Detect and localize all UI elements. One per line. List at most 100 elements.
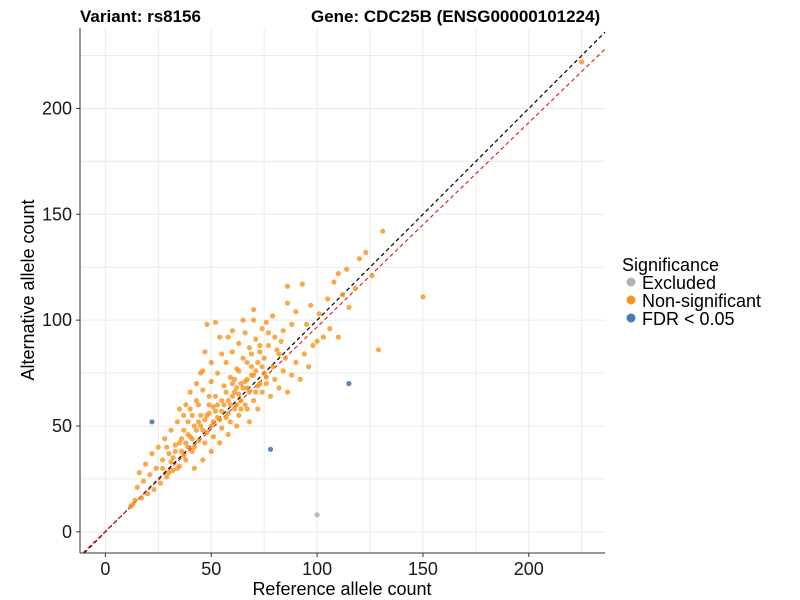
point-non-significant bbox=[221, 383, 227, 389]
point-non-significant bbox=[210, 419, 216, 425]
point-non-significant bbox=[259, 389, 265, 395]
point-non-significant bbox=[293, 309, 299, 315]
point-non-significant bbox=[160, 457, 166, 463]
point-non-significant bbox=[240, 355, 246, 361]
point-non-significant bbox=[195, 419, 202, 425]
point-non-significant bbox=[215, 402, 221, 408]
point-non-significant bbox=[168, 459, 174, 465]
point-non-significant bbox=[195, 438, 202, 444]
point-non-significant bbox=[306, 364, 312, 370]
point-non-significant bbox=[261, 370, 267, 376]
point-non-significant bbox=[166, 470, 172, 476]
point-non-significant bbox=[240, 385, 246, 391]
point-non-significant bbox=[238, 406, 244, 412]
point-non-significant bbox=[225, 398, 231, 404]
point-non-significant bbox=[248, 364, 255, 370]
point-non-significant bbox=[187, 389, 193, 395]
point-non-significant bbox=[136, 470, 142, 476]
point-fdr-0-05 bbox=[267, 446, 274, 452]
point-non-significant bbox=[185, 444, 191, 450]
point-non-significant bbox=[229, 393, 235, 399]
point-non-significant bbox=[234, 423, 240, 429]
point-non-significant bbox=[221, 402, 227, 408]
point-non-significant bbox=[193, 398, 199, 404]
point-non-significant bbox=[212, 408, 219, 414]
point-non-significant bbox=[164, 474, 170, 480]
point-non-significant bbox=[284, 389, 291, 395]
x-tick-label: 0 bbox=[100, 559, 110, 579]
point-non-significant bbox=[251, 307, 257, 313]
point-non-significant bbox=[246, 345, 252, 351]
point-non-significant bbox=[289, 321, 295, 327]
point-non-significant bbox=[255, 383, 261, 389]
point-non-significant bbox=[229, 349, 235, 355]
point-non-significant bbox=[202, 349, 208, 355]
point-non-significant bbox=[263, 381, 269, 387]
point-non-significant bbox=[308, 302, 314, 308]
point-non-significant bbox=[248, 351, 255, 357]
point-non-significant bbox=[236, 412, 242, 418]
point-non-significant bbox=[231, 406, 238, 412]
point-non-significant bbox=[183, 402, 189, 408]
legend-label-fdr-0-05: FDR < 0.05 bbox=[642, 309, 735, 329]
legend-key-fdr-0-05 bbox=[626, 313, 636, 323]
point-non-significant bbox=[143, 461, 149, 467]
point-non-significant bbox=[257, 349, 263, 355]
point-non-significant bbox=[375, 347, 382, 353]
axes bbox=[79, 28, 605, 554]
y-axis-title: Alternative allele count bbox=[18, 199, 38, 380]
point-fdr-0-05 bbox=[346, 381, 352, 387]
point-non-significant bbox=[253, 336, 259, 342]
point-non-significant bbox=[164, 444, 170, 450]
point-non-significant bbox=[206, 393, 212, 399]
legend-key-non-significant bbox=[626, 295, 636, 305]
point-non-significant bbox=[579, 59, 585, 65]
x-tick-label: 100 bbox=[302, 559, 332, 579]
point-non-significant bbox=[223, 359, 229, 366]
point-non-significant bbox=[170, 467, 176, 473]
point-non-significant bbox=[172, 442, 178, 448]
point-non-significant bbox=[242, 330, 248, 336]
point-non-significant bbox=[208, 378, 214, 385]
chart-title-gene: Gene: CDC25B (ENSG00000101224) bbox=[311, 7, 600, 26]
point-non-significant bbox=[335, 271, 341, 277]
point-non-significant bbox=[344, 266, 350, 272]
point-non-significant bbox=[251, 398, 257, 404]
point-non-significant bbox=[282, 355, 288, 361]
point-non-significant bbox=[246, 419, 252, 425]
reference-line-identity bbox=[83, 31, 606, 554]
point-non-significant bbox=[253, 368, 259, 374]
point-non-significant bbox=[181, 453, 187, 459]
point-non-significant bbox=[276, 385, 282, 391]
point-non-significant bbox=[284, 283, 291, 289]
point-non-significant bbox=[204, 429, 210, 435]
point-non-significant bbox=[225, 410, 231, 416]
legend-label-non-significant: Non-significant bbox=[642, 291, 761, 311]
point-non-significant bbox=[147, 472, 153, 478]
point-non-significant bbox=[263, 319, 269, 325]
point-non-significant bbox=[138, 495, 144, 501]
point-non-significant bbox=[219, 398, 225, 404]
point-non-significant bbox=[200, 427, 206, 433]
point-non-significant bbox=[198, 423, 204, 429]
chart-title-variant: Variant: rs8156 bbox=[80, 7, 201, 26]
point-non-significant bbox=[181, 412, 187, 418]
point-non-significant bbox=[265, 342, 271, 349]
point-non-significant bbox=[204, 321, 210, 327]
point-non-significant bbox=[289, 372, 295, 378]
point-non-significant bbox=[227, 419, 233, 425]
point-non-significant bbox=[217, 417, 223, 423]
point-non-significant bbox=[223, 414, 229, 421]
point-non-significant bbox=[166, 450, 172, 457]
point-non-significant bbox=[278, 338, 284, 344]
point-non-significant bbox=[238, 381, 244, 387]
point-non-significant bbox=[242, 378, 248, 385]
point-non-significant bbox=[219, 408, 225, 414]
point-non-significant bbox=[162, 436, 168, 442]
point-non-significant bbox=[140, 478, 147, 484]
y-tick-label: 50 bbox=[52, 416, 72, 436]
reference-lines bbox=[82, 31, 606, 554]
point-non-significant bbox=[303, 321, 310, 327]
point-non-significant bbox=[212, 393, 219, 399]
